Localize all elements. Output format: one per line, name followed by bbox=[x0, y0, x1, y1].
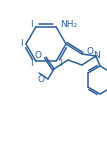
Text: NH₂: NH₂ bbox=[60, 20, 77, 29]
Text: I: I bbox=[20, 39, 23, 49]
Text: I: I bbox=[59, 59, 62, 68]
Text: O: O bbox=[35, 52, 42, 60]
Text: O: O bbox=[87, 47, 94, 55]
Text: I: I bbox=[30, 59, 33, 68]
Text: N: N bbox=[94, 51, 100, 59]
Text: I: I bbox=[30, 20, 33, 29]
Text: O: O bbox=[38, 75, 45, 85]
